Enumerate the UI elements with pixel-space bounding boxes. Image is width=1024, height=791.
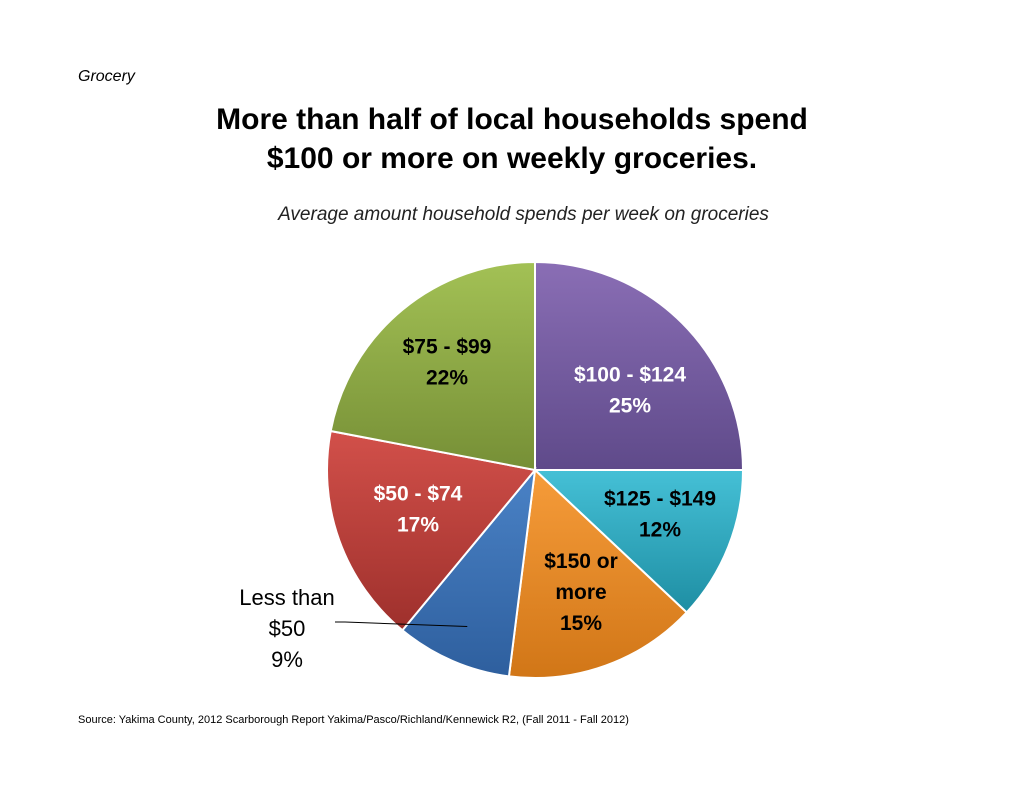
pie-slice-3: [507, 467, 689, 679]
source-note: Source: Yakima County, 2012 Scarborough …: [78, 714, 629, 726]
chart-subtitle: Average amount household spends per week…: [278, 204, 769, 225]
chart-title-line-2: $100 or more on weekly groceries.: [266, 142, 758, 175]
pie-slice-label-6: $75 - $99 22%: [403, 336, 492, 390]
pie-slice-1: [534, 260, 745, 471]
pie-slice-5: [326, 429, 537, 632]
pie-slice-6: [329, 260, 536, 472]
pie-slice-label-4: Less than $50 9%: [239, 585, 334, 672]
pie-slice-4: [401, 466, 537, 678]
pie-slice-label-3: $150 or more 15%: [544, 550, 618, 635]
pie-slice-label-1: $100 - $124 25%: [574, 364, 686, 418]
chart-title: More than half of local households spend…: [0, 100, 1024, 178]
section-label: Grocery: [78, 68, 135, 85]
chart-title-line-1: More than half of local households spend: [216, 103, 808, 136]
leader-line: [335, 621, 468, 628]
pie-slice-label-2: $125 - $149 12%: [604, 488, 716, 542]
pie-slice-2: [532, 469, 745, 614]
pie-slice-label-5: $50 - $74 17%: [374, 483, 463, 537]
